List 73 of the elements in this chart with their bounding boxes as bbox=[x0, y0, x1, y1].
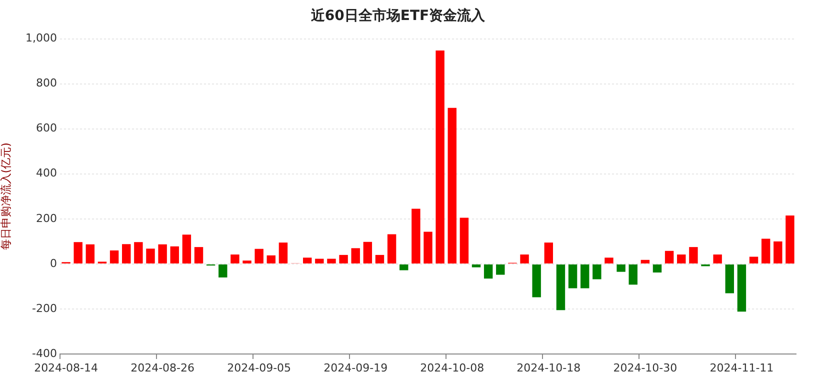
bar bbox=[580, 264, 590, 288]
x-tick-label: 2024-09-05 bbox=[227, 361, 292, 374]
bar bbox=[315, 258, 324, 264]
x-tick-label: 2024-10-30 bbox=[613, 361, 678, 374]
bar bbox=[387, 234, 396, 264]
bar bbox=[749, 256, 758, 264]
bar bbox=[375, 254, 384, 264]
y-tick-label: 200 bbox=[36, 212, 57, 225]
x-tick-label: 2024-08-26 bbox=[130, 361, 195, 374]
bar bbox=[230, 254, 240, 264]
y-tick-label: 600 bbox=[36, 122, 57, 135]
y-axis-title: 每日申购净流入(亿元) bbox=[0, 142, 12, 250]
bar bbox=[134, 242, 143, 264]
bar bbox=[74, 242, 82, 264]
bar bbox=[266, 255, 276, 264]
bar bbox=[351, 248, 360, 264]
bar bbox=[412, 208, 420, 264]
bar bbox=[278, 242, 288, 264]
bar bbox=[640, 260, 650, 264]
bar bbox=[520, 254, 529, 264]
bar bbox=[218, 264, 228, 278]
bar bbox=[689, 247, 698, 264]
bar bbox=[110, 250, 119, 264]
bar bbox=[725, 264, 734, 294]
bar bbox=[400, 264, 408, 270]
x-tick-label: 2024-08-14 bbox=[34, 361, 98, 374]
bar bbox=[544, 242, 554, 264]
bar bbox=[327, 258, 336, 264]
bar bbox=[592, 264, 602, 280]
bar bbox=[652, 264, 662, 272]
bar bbox=[339, 254, 348, 264]
x-tick-label: 2024-09-19 bbox=[324, 361, 388, 374]
bar bbox=[568, 264, 578, 288]
y-tick-label: 400 bbox=[36, 166, 57, 180]
bar bbox=[122, 244, 131, 264]
y-tick-label: -400 bbox=[32, 346, 57, 360]
chart-title: 近60日全市场ETF资金流入 bbox=[310, 7, 486, 24]
bar bbox=[484, 264, 493, 279]
bar bbox=[774, 241, 782, 264]
bar bbox=[254, 248, 264, 264]
bar bbox=[170, 246, 179, 264]
bar bbox=[158, 244, 167, 264]
bar bbox=[532, 264, 541, 298]
bar bbox=[737, 264, 746, 312]
x-tick-label: 2024-11-11 bbox=[710, 361, 774, 374]
bar bbox=[363, 242, 372, 264]
bar bbox=[448, 108, 456, 264]
bar bbox=[182, 234, 192, 264]
bar bbox=[472, 264, 481, 268]
bar bbox=[302, 258, 312, 264]
bar bbox=[86, 244, 95, 264]
bar bbox=[242, 260, 252, 264]
bar bbox=[194, 247, 204, 264]
y-tick-label: 1,000 bbox=[26, 32, 57, 45]
bar bbox=[786, 216, 794, 264]
bar bbox=[604, 258, 614, 264]
bar bbox=[424, 232, 432, 264]
bar bbox=[664, 250, 674, 264]
y-tick-label: -200 bbox=[32, 302, 57, 315]
bar bbox=[677, 254, 686, 264]
bar bbox=[713, 254, 722, 264]
bar bbox=[556, 264, 566, 310]
bar bbox=[628, 264, 638, 285]
y-tick-label: 0 bbox=[50, 256, 57, 270]
x-tick-label: 2024-10-08 bbox=[420, 361, 484, 374]
bar bbox=[460, 218, 469, 264]
x-tick-label: 2024-10-18 bbox=[516, 361, 581, 374]
bar bbox=[616, 264, 626, 272]
bar bbox=[496, 264, 505, 275]
bar bbox=[436, 50, 444, 264]
bar bbox=[761, 238, 770, 264]
y-tick-label: 800 bbox=[36, 76, 57, 90]
bar bbox=[146, 248, 155, 264]
